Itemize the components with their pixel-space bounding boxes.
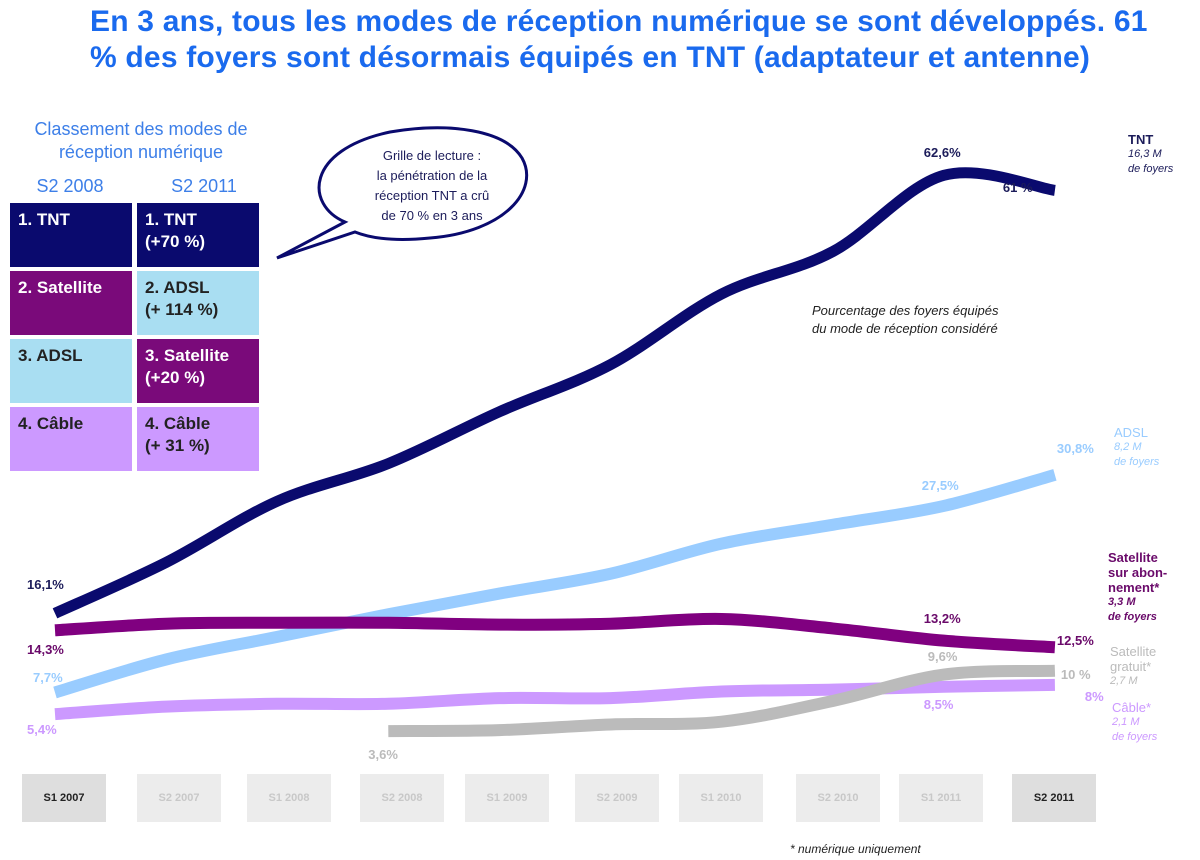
ranking-cell-label: 1. TNT xyxy=(18,210,70,229)
data-label: 8% xyxy=(1084,688,1104,704)
ranking-col2-label: S2 2011 xyxy=(171,176,237,196)
ranking-cell-label: 3. Satellite xyxy=(145,346,230,365)
ranking-cell-label: 4. Câble xyxy=(145,414,211,433)
period-label: S1 2007 xyxy=(22,774,106,822)
callout-text-line: Grille de lecture : xyxy=(383,148,481,163)
ranking-heading: Classement des modes de réception numéri… xyxy=(34,119,248,162)
data-label: 5,4% xyxy=(27,722,57,738)
ranking-cell: 3. ADSL xyxy=(10,339,132,403)
ranking-cell-label: 2. ADSL xyxy=(145,278,210,297)
period-label: S2 2007 xyxy=(137,774,221,822)
ranking-cell: 4. Câble (+ 31 %) xyxy=(137,407,259,471)
ranking-cell: 1. TNT xyxy=(10,203,132,267)
period-label: S2 2008 xyxy=(360,774,444,822)
ranking-cell-change: (+ 114 %) xyxy=(145,300,219,319)
note-line-1: Pourcentage des foyers équipés xyxy=(812,303,999,318)
callout-bubble: Grille de lecture : la pénétration de la r… xyxy=(276,126,529,260)
series-line-c-ble xyxy=(54,678,1056,721)
period-label: S1 2011 xyxy=(899,774,983,822)
callout-text-line: la pénétration de la xyxy=(377,168,488,183)
callout-shape xyxy=(276,126,529,260)
legend-detail: 3,3 M xyxy=(1108,596,1136,608)
chart-note: Pourcentage des foyers équipés du mode d… xyxy=(812,302,998,338)
note-line-2: du mode de réception considéré xyxy=(812,321,998,336)
data-label: 62,6% xyxy=(923,145,961,161)
chart-title: En 3 ans, tous les modes de réception nu… xyxy=(90,5,1148,74)
legend-detail: 16,3 M xyxy=(1128,148,1162,160)
data-label: 8,5% xyxy=(923,696,954,712)
ranking-cell: 4. Câble xyxy=(10,407,132,471)
legend-entry: Satellite gratuit* 2,7 M xyxy=(1110,644,1200,689)
ranking-cell-label: 2. Satellite xyxy=(18,278,103,297)
legend-name: ADSL xyxy=(1114,425,1148,440)
legend-detail: de foyers xyxy=(1112,731,1158,743)
data-label: 10 % xyxy=(1060,666,1091,682)
legend-name: TNT xyxy=(1128,132,1154,147)
data-label: 16,1% xyxy=(27,577,64,593)
period-label: S1 2009 xyxy=(465,774,549,822)
legend-entry: ADSL 8,2 M de foyers xyxy=(1114,425,1159,470)
series-line-adsl xyxy=(53,469,1057,699)
ranking-cell-label: 1. TNT xyxy=(145,210,197,229)
ranking-cell-change: (+20 %) xyxy=(145,368,205,387)
period-label: S2 2009 xyxy=(575,774,659,822)
period-label: S2 2010 xyxy=(796,774,880,822)
data-label: 12,5% xyxy=(1056,633,1094,649)
data-label: 13,2% xyxy=(923,610,961,626)
legend-entry: Câble* 2,1 M de foyers xyxy=(1112,700,1157,745)
legend-detail: 2,1 M xyxy=(1112,716,1140,728)
legend-entry: TNT 16,3 M de foyers xyxy=(1128,132,1173,177)
legend-name: Satellite sur abon- nement* xyxy=(1108,550,1168,595)
legend-detail: de foyers xyxy=(1114,456,1160,468)
data-label: 14,3% xyxy=(27,642,64,658)
callout-text-line: de 70 % en 3 ans xyxy=(381,208,483,223)
period-label: S2 2011 xyxy=(1012,774,1096,822)
period-label: S1 2010 xyxy=(679,774,763,822)
legend-name: Câble* xyxy=(1112,700,1152,715)
data-label: 30,8% xyxy=(1056,440,1094,456)
legend-detail: de foyers xyxy=(1128,163,1174,175)
data-label: 9,6% xyxy=(927,648,958,664)
data-label: 27,5% xyxy=(921,477,959,493)
ranking-cell: 2. ADSL (+ 114 %) xyxy=(137,271,259,335)
legend-detail: de foyers xyxy=(1108,611,1157,623)
ranking-cell-label: 4. Câble xyxy=(18,414,84,433)
series-line-tnt xyxy=(52,167,1056,619)
ranking-cell-label: 3. ADSL xyxy=(18,346,83,365)
series-line-satellite-sur-abonnement xyxy=(54,612,1056,654)
footnote: * numérique uniquement xyxy=(790,842,921,856)
ranking-cell-change: (+70 %) xyxy=(145,232,205,251)
legend-name: Satellite gratuit* xyxy=(1110,644,1157,674)
legend-detail: 2,7 M xyxy=(1110,675,1138,687)
data-label: 3,6% xyxy=(368,747,398,763)
period-label: S1 2008 xyxy=(247,774,331,822)
series-line-satellite-gratuit xyxy=(388,664,1056,738)
data-label: 61 % xyxy=(1002,180,1033,196)
ranking-cell-change: (+ 31 %) xyxy=(145,436,210,455)
callout-text-line: réception TNT a crû xyxy=(375,188,489,203)
data-label: 7,7% xyxy=(33,670,63,686)
ranking-col1-label: S2 2008 xyxy=(36,176,104,196)
legend-entry: Satellite sur abon- nement* 3,3 M de foyer… xyxy=(1108,550,1178,625)
legend-detail: 8,2 M xyxy=(1114,441,1142,453)
ranking-cell: 1. TNT (+70 %) xyxy=(137,203,259,267)
ranking-cell: 3. Satellite (+20 %) xyxy=(137,339,259,403)
ranking-cell: 2. Satellite xyxy=(10,271,132,335)
